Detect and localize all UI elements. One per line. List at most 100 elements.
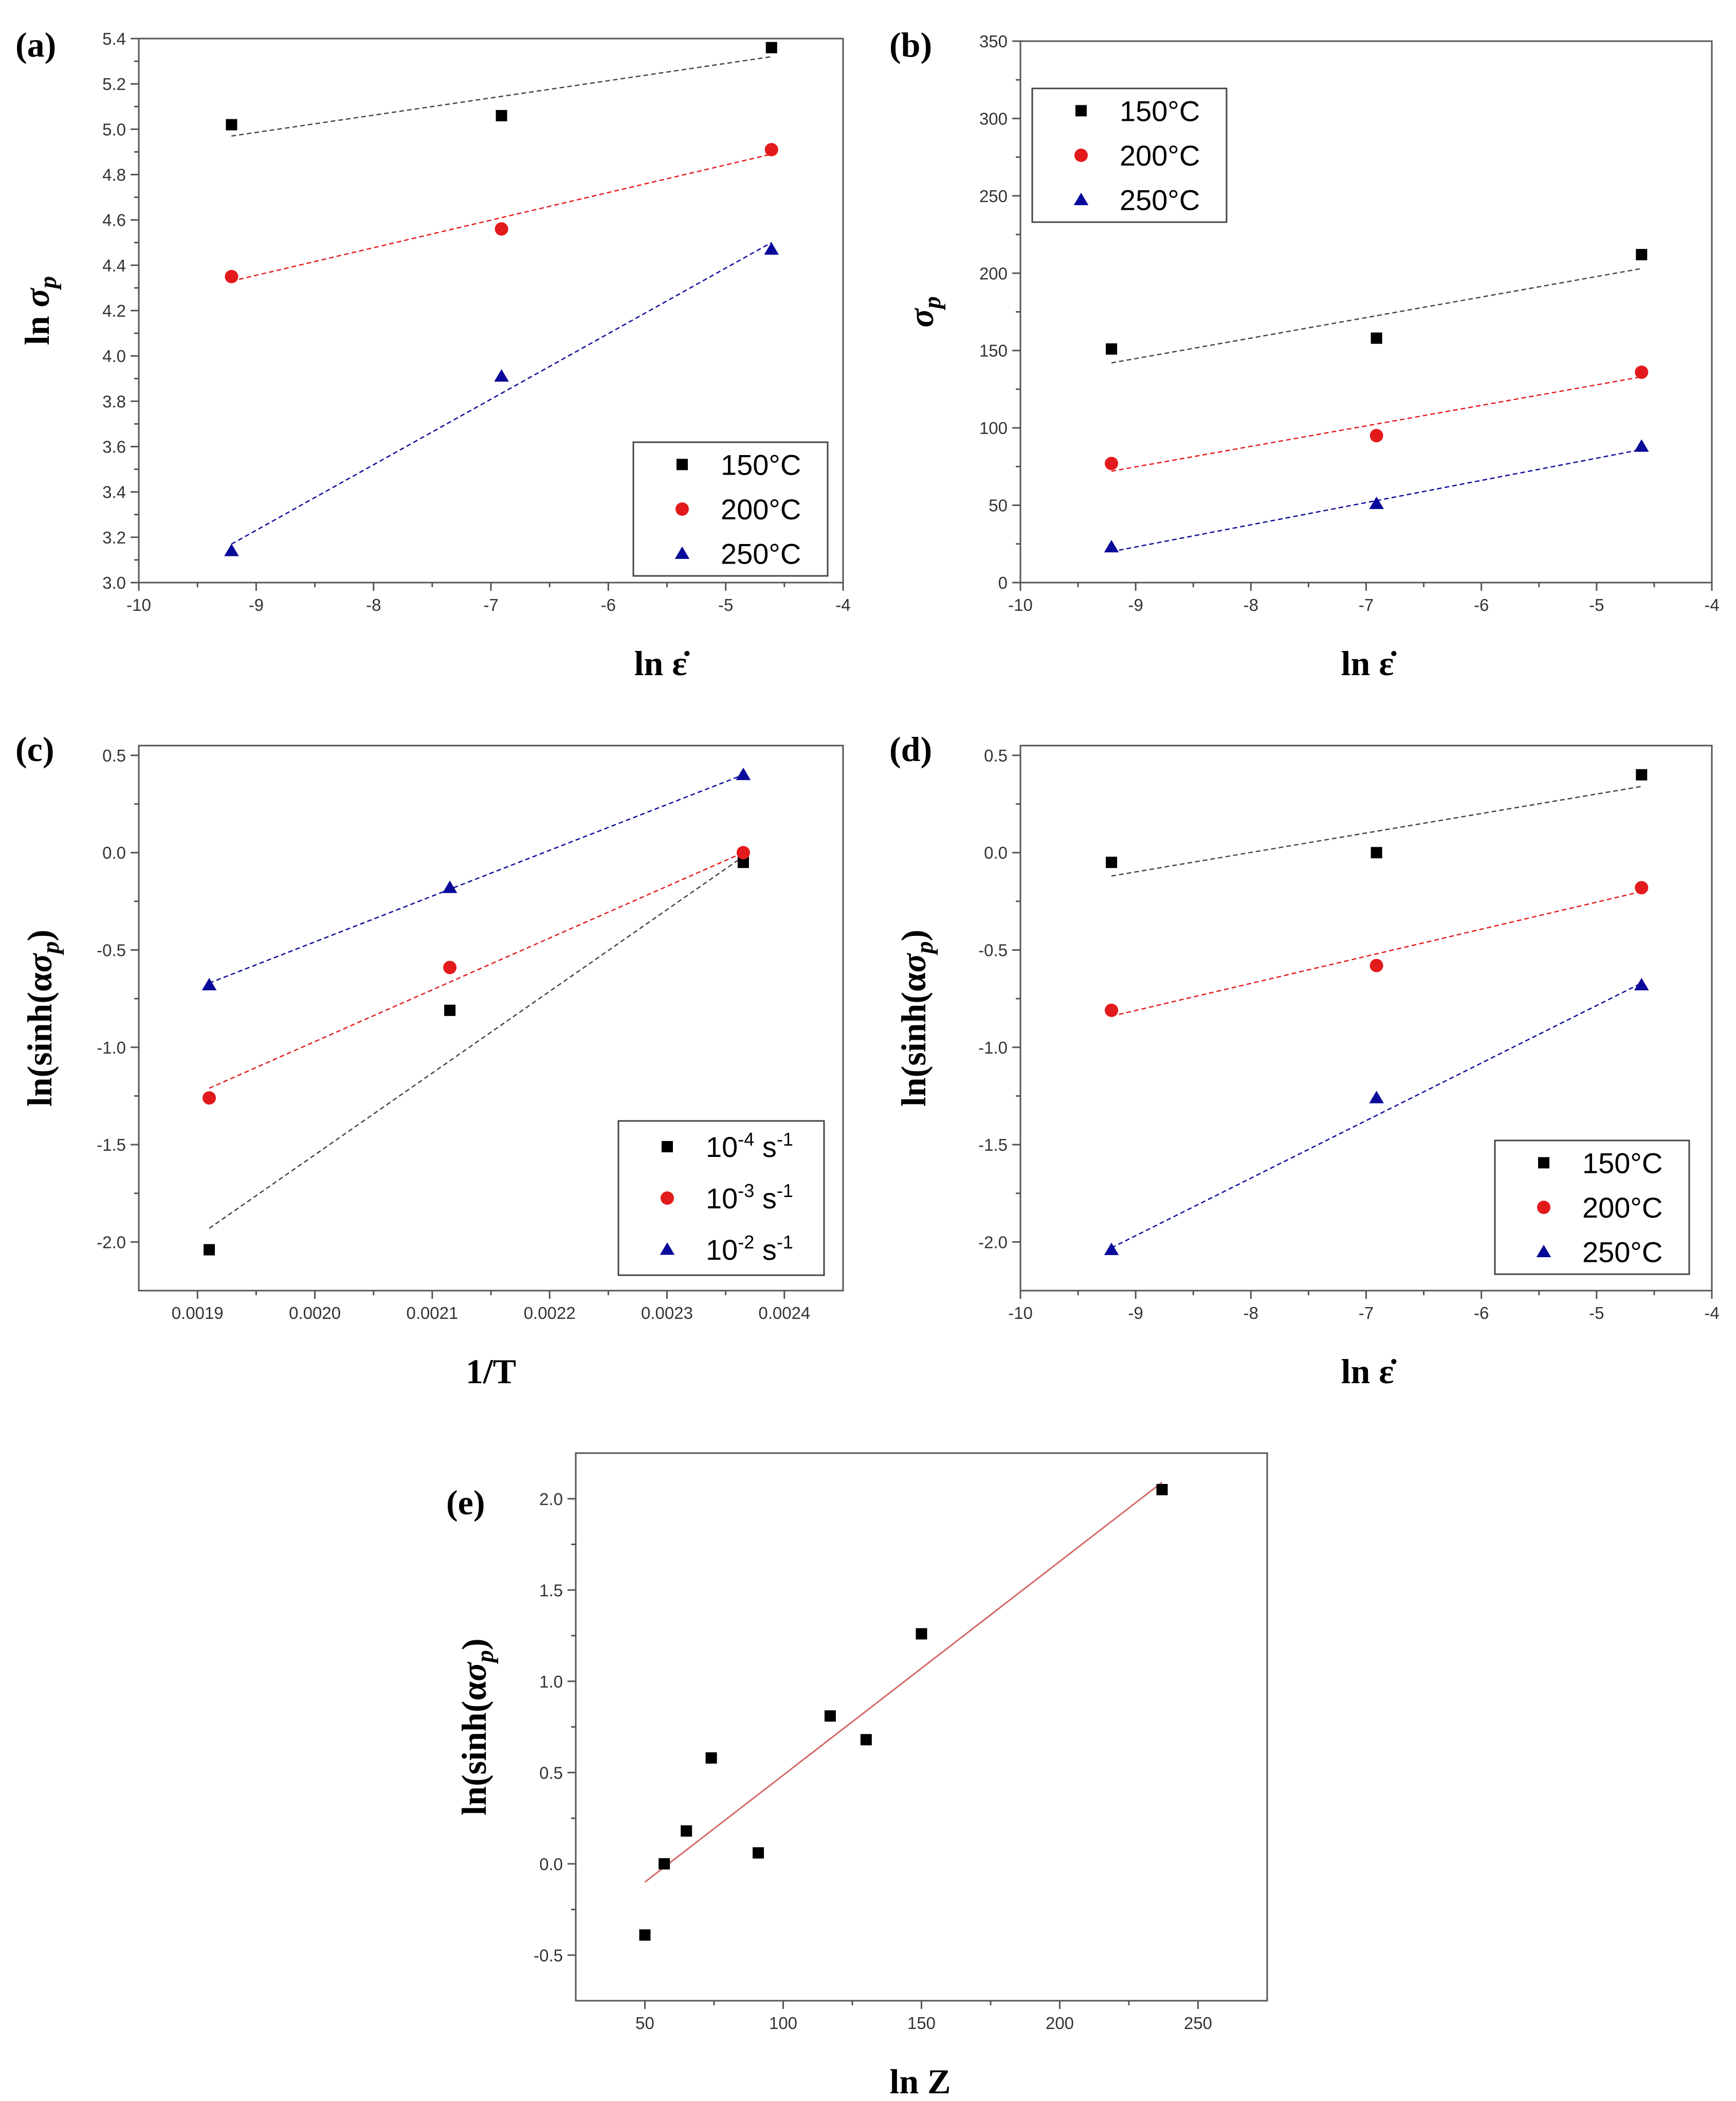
panel-c-ylabel: ln(sinh(ασp) — [20, 930, 64, 1107]
panel-b-ytick-label: 250 — [979, 187, 1008, 206]
panel-a-label: (a) — [15, 25, 56, 64]
panel-b-fit-line — [1111, 268, 1642, 364]
panel-c-point — [737, 857, 749, 868]
panel-a-legend-label: 150°C — [721, 448, 801, 481]
panel-a-xtick-label: -8 — [366, 595, 381, 614]
panel-d-ytick-label: -2.0 — [978, 1233, 1008, 1252]
panel-d-xtick-label: -4 — [1704, 1303, 1719, 1323]
panel-c-legend-label: 10-2 s-1 — [706, 1231, 793, 1266]
panel-b-point — [1634, 439, 1649, 452]
panel-d-point — [1106, 857, 1118, 868]
panel-d-xtick-label: -7 — [1359, 1303, 1374, 1323]
panel-c-xtick-label: 0.0019 — [172, 1303, 224, 1323]
panel-b-ytick-label: 150 — [979, 341, 1008, 360]
panel-d-xtick-label: -9 — [1128, 1303, 1143, 1323]
panel-c-xtick-label: 0.0024 — [758, 1303, 810, 1323]
panel-c-fit-line — [209, 774, 744, 984]
panel-b-xtick-label: -5 — [1589, 595, 1604, 614]
panel-d-legend-label: 150°C — [1582, 1147, 1662, 1179]
panel-c-point — [736, 767, 751, 781]
panel-a-xlabel: ln ε̇ — [634, 644, 690, 683]
panel-b-ytick-label: 300 — [979, 109, 1008, 128]
panel-d-point — [1104, 1242, 1119, 1255]
panel-b-legend-marker — [1073, 192, 1089, 206]
panel-c-legend-label: 10-4 s-1 — [706, 1129, 793, 1163]
panel-c-point — [443, 961, 457, 974]
panel-c-legend-marker — [661, 1191, 674, 1205]
panel-b-point — [1369, 429, 1383, 443]
panel-c-point — [203, 1091, 216, 1105]
panel-e-point — [753, 1847, 764, 1859]
panel-b-ytick-label: 0 — [998, 573, 1008, 592]
panel-d-point — [1369, 958, 1383, 972]
panel-b-legend-label: 150°C — [1120, 95, 1200, 127]
panel-d-label: (d) — [889, 730, 932, 769]
panel-c-ytick-label: -0.5 — [97, 941, 126, 960]
panel-b-point — [1369, 496, 1384, 509]
panel-a-ytick-label: 3.4 — [102, 483, 126, 502]
panel-a-point — [226, 119, 237, 131]
panel-d: -10 -9 -8 -7 -6 -5 -4 -2.0 -1.5 -1.0 -0.5 0.0 0.5 ln … — [889, 730, 1720, 1391]
panel-a-ytick-label: 4.8 — [102, 166, 126, 185]
panel-d-legend-box — [1494, 1139, 1690, 1275]
panel-b-legend-box — [1031, 87, 1228, 223]
panel-a-ytick-label: 4.4 — [102, 256, 126, 275]
panel-e-xlabel: ln Z — [889, 2062, 951, 2101]
panel-e-label: (e) — [446, 1483, 485, 1522]
panel-e-ytick-label: 0.5 — [539, 1763, 563, 1782]
panel-a-legend-label: 250°C — [721, 538, 801, 570]
panel-e-point — [659, 1858, 670, 1870]
panel-d-ytick-label: -1.0 — [978, 1038, 1008, 1057]
panel-d-point — [1634, 977, 1649, 991]
panel-e-fit-line — [644, 1481, 1163, 1883]
panel-e-xtick-label: 200 — [1046, 2014, 1074, 2033]
panel-d-xlabel: ln ε̇ — [1341, 1352, 1397, 1391]
panel-a-legend-box — [632, 441, 829, 577]
panel-b-xtick-label: -7 — [1359, 595, 1374, 614]
panel-a-ytick-label: 3.8 — [102, 392, 126, 411]
panel-b-legend-label: 250°C — [1120, 184, 1200, 216]
panel-a-xtick-label: -9 — [249, 595, 264, 614]
panel-b-xtick-label: -8 — [1244, 595, 1258, 614]
panel-b-ytick-label: 350 — [979, 32, 1008, 51]
panel-e-ytick-label: 1.0 — [539, 1672, 563, 1691]
panel-a-legend-marker — [674, 546, 690, 559]
panel-d-xtick-label: -6 — [1474, 1303, 1489, 1323]
panel-e-ytick-label: 1.5 — [539, 1581, 563, 1600]
panel-a-legend-label: 200°C — [721, 493, 801, 526]
panel-b-xtick-label: -6 — [1474, 595, 1489, 614]
panel-a-point — [496, 110, 507, 121]
panel-e-xtick-label: 100 — [769, 2014, 797, 2033]
panel-e: 50 100 150 200 250 -0.5 0.0 0.5 1.0 1.5 2.0 ln Z ln(… — [446, 1452, 1268, 2101]
panel-c-legend-marker — [660, 1242, 675, 1255]
panel-e-point — [1156, 1484, 1168, 1495]
panel-a-point — [494, 369, 509, 382]
panel-a-ytick-label: 4.6 — [102, 211, 126, 230]
panel-c-fit-line — [209, 856, 744, 1229]
panel-a-ytick-label: 5.4 — [102, 29, 126, 48]
panel-c: 0.0019 0.0020 0.0021 0.0022 0.0023 0.0024 -2.0… — [15, 730, 844, 1391]
panel-e-point — [681, 1825, 692, 1837]
panel-b-label: (b) — [889, 25, 932, 64]
panel-a-fit-line — [231, 153, 772, 282]
panel-c-xlabel: 1/T — [466, 1352, 516, 1391]
panel-e-frame — [575, 1452, 1268, 2002]
panel-c-fit-line — [209, 852, 744, 1089]
panel-b-legend-marker — [1074, 149, 1088, 162]
panel-a-xtick-label: -10 — [126, 595, 151, 614]
panel-a-legend: 150°C 200°C 250°C — [632, 441, 829, 577]
panel-a-point — [764, 242, 779, 255]
panel-d-point — [1370, 847, 1382, 859]
panel-b-point — [1636, 249, 1648, 261]
panel-a-xtick-label: -4 — [835, 595, 850, 614]
panel-d-legend-marker — [1538, 1157, 1549, 1169]
panel-a-point — [495, 222, 508, 236]
panel-a-ytick-label: 3.0 — [102, 573, 126, 592]
panel-c-ytick-label: -1.0 — [97, 1038, 126, 1057]
panel-c-legend: 10-4 s-1 10-3 s-1 10-2 s-1 — [617, 1120, 825, 1276]
panel-e-ytick-label: -0.5 — [534, 1946, 563, 1965]
panel-a-ytick-label: 5.0 — [102, 120, 126, 139]
panel-b-ytick-label: 200 — [979, 264, 1008, 283]
panel-c-point — [204, 1244, 215, 1256]
panel-e-ylabel: ln(sinh(ασp) — [454, 1638, 499, 1815]
